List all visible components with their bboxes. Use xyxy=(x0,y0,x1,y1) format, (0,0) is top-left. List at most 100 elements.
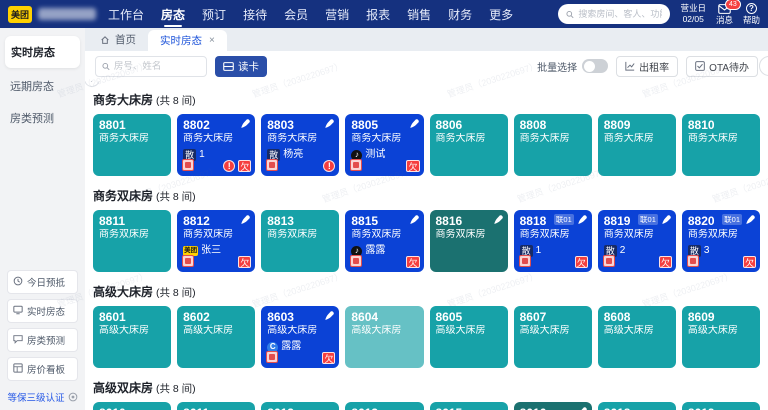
top-menu-item-更多[interactable]: 更多 xyxy=(489,7,514,22)
room-card-8618[interactable]: 8618 高级双床房 xyxy=(597,402,676,410)
collapse-panel-button[interactable]: › xyxy=(85,81,100,87)
more-tools-button[interactable] xyxy=(759,56,768,76)
room-card-8609[interactable]: 8609 高级大床房 xyxy=(681,306,760,368)
room-card-8615[interactable]: 8615 高级双床房 xyxy=(429,402,508,410)
room-card-8805[interactable]: 8805 商务大床房 ♪ 测试 欠 xyxy=(345,114,424,176)
room-card-8613[interactable]: 8613 高级双床房 xyxy=(345,402,424,410)
broom-icon xyxy=(325,310,335,320)
room-number: 8811 xyxy=(99,214,126,228)
room-search-input[interactable] xyxy=(113,60,200,72)
room-search[interactable] xyxy=(95,55,207,77)
room-number: 8610 xyxy=(99,407,165,410)
room-card-8619[interactable]: 8619 高级双床房 xyxy=(681,402,760,410)
top-menu-item-会员[interactable]: 会员 xyxy=(284,7,309,22)
room-count: (共 8 间) xyxy=(156,287,196,299)
broom-icon xyxy=(409,214,419,224)
room-card-8812[interactable]: 8812 商务双床房 美团 张三 欠 xyxy=(177,210,256,272)
help-button[interactable]: ? 帮助 xyxy=(743,3,760,25)
room-card-8815[interactable]: 8815 商务双床房 ♪ 露露 欠 xyxy=(345,210,424,272)
messages-label: 消息 xyxy=(715,14,733,25)
guest-row: C 露露 xyxy=(267,341,333,353)
room-card-8608[interactable]: 8608 高级大床房 xyxy=(597,306,676,368)
read-card-button[interactable]: 读卡 xyxy=(215,55,267,77)
broom-icon xyxy=(409,118,419,128)
room-status-board: › 商务大床房(共 8 间) 8801 商务大床房 xyxy=(85,81,768,410)
search-icon xyxy=(102,62,110,70)
room-card-8610[interactable]: 8610 高级双床房 xyxy=(93,402,172,410)
guest-name: 3 xyxy=(703,245,710,256)
room-card-8810[interactable]: 8810 商务大床房 xyxy=(681,114,760,176)
room-card-8806[interactable]: 8806 商务大床房 xyxy=(429,114,508,176)
tab-首页[interactable]: 首页 xyxy=(88,28,148,51)
arrears-badge: 欠 xyxy=(406,160,420,172)
global-search[interactable] xyxy=(558,4,671,24)
top-menu-item-报表[interactable]: 报表 xyxy=(366,7,391,22)
alert-icon: ! xyxy=(323,160,336,172)
room-card-8811[interactable]: 8811 商务双床房 xyxy=(93,210,172,272)
global-search-input[interactable] xyxy=(578,9,663,19)
room-card-8603[interactable]: 8603 高级大床房 C 露露 欠 xyxy=(261,306,340,368)
room-type-label: 商务双床房 xyxy=(183,229,234,240)
room-card-8809[interactable]: 8809 商务大床房 xyxy=(597,114,676,176)
monitor-icon xyxy=(13,305,23,318)
room-card-8816[interactable]: 8816 商务双床房 xyxy=(429,210,508,272)
room-number: 8801 xyxy=(99,118,126,132)
meituan-logo: 美团 xyxy=(8,5,33,23)
sidebar-item-远期房态[interactable]: 远期房态 xyxy=(10,81,54,93)
shortcut-房价看板[interactable]: 房价看板 xyxy=(7,357,78,381)
deposit-stamp-icon xyxy=(350,159,363,171)
room-card-8612[interactable]: 8612 高级双床房 xyxy=(261,402,340,410)
top-menu-item-房态[interactable]: 房态 xyxy=(161,0,185,29)
linked-room-badge: 联01 xyxy=(553,214,574,225)
messages-button[interactable]: 43 消息 xyxy=(715,0,741,25)
top-menu-item-预订[interactable]: 预订 xyxy=(202,7,227,22)
deposit-stamp-icon xyxy=(182,255,195,267)
room-card-8605[interactable]: 8605 高级大床房 xyxy=(429,306,508,368)
tab-strip: 首页 实时房态 × xyxy=(85,28,768,51)
top-menu-item-财务[interactable]: 财务 xyxy=(448,7,473,22)
room-card-8616[interactable]: 8616 高级双床房 xyxy=(513,402,592,410)
room-type-section: 商务双床房 (共 8 间) 8811 商务双床房 xyxy=(93,187,760,272)
ota-todo-button[interactable]: OTA待办 xyxy=(686,55,758,77)
batch-select-toggle[interactable] xyxy=(582,59,609,73)
shortcut-实时房态[interactable]: 实时房态 xyxy=(7,299,78,323)
room-card-8813[interactable]: 8813 商务双床房 xyxy=(261,210,340,272)
room-card-8803[interactable]: 8803 商务大床房 散杨亮 ! xyxy=(261,114,340,176)
room-card-8801[interactable]: 8801 商务大床房 xyxy=(93,114,172,176)
room-card-8607[interactable]: 8607 高级大床房 xyxy=(513,306,592,368)
room-card-8602[interactable]: 8602 高级大床房 xyxy=(177,306,256,368)
top-menu-item-接待[interactable]: 接待 xyxy=(243,7,268,22)
occupancy-rate-button[interactable]: 出租率 xyxy=(616,55,679,77)
room-number: 8605 xyxy=(435,310,463,324)
top-menu-item-工作台[interactable]: 工作台 xyxy=(108,7,145,22)
deposit-stamp-icon xyxy=(518,255,531,267)
room-number: 8612 xyxy=(267,407,333,410)
shortcut-今日预抵[interactable]: 今日预抵 xyxy=(7,270,78,294)
room-card-8601[interactable]: 8601 高级大床房 xyxy=(93,306,172,368)
close-tab-icon[interactable]: × xyxy=(209,35,215,46)
top-menu-item-销售[interactable]: 销售 xyxy=(407,7,432,22)
chat-icon xyxy=(13,334,23,347)
sidebar-item-房类预测[interactable]: 房类预测 xyxy=(10,113,54,125)
tiktok-icon: ♪ xyxy=(351,245,363,257)
security-cert-link[interactable]: 等保三级认证 xyxy=(0,386,85,406)
top-menu-item-营销[interactable]: 营销 xyxy=(325,7,350,22)
cert-badge-icon xyxy=(68,392,77,402)
room-card-8604[interactable]: 8604 高级大床房 xyxy=(345,306,424,368)
room-type-section: 商务大床房 (共 8 间) 8801 商务大床房 xyxy=(93,91,760,176)
room-card-8808[interactable]: 8808 商务大床房 xyxy=(513,114,592,176)
room-number: 8618 xyxy=(604,407,670,410)
shortcut-房类预测[interactable]: 房类预测 xyxy=(7,328,78,352)
room-card-8611[interactable]: 8611 高级双床房 xyxy=(177,402,256,410)
room-type-label: 高级大床房 xyxy=(435,325,486,336)
arrears-badge: 欠 xyxy=(742,256,756,268)
tab-实时房态[interactable]: 实时房态 × xyxy=(148,30,227,51)
sidebar-item-实时房态[interactable]: 实时房态 xyxy=(5,36,80,68)
room-type-section: 高级双床房(共 8 间) 8610 高级双床房 xyxy=(93,379,760,410)
